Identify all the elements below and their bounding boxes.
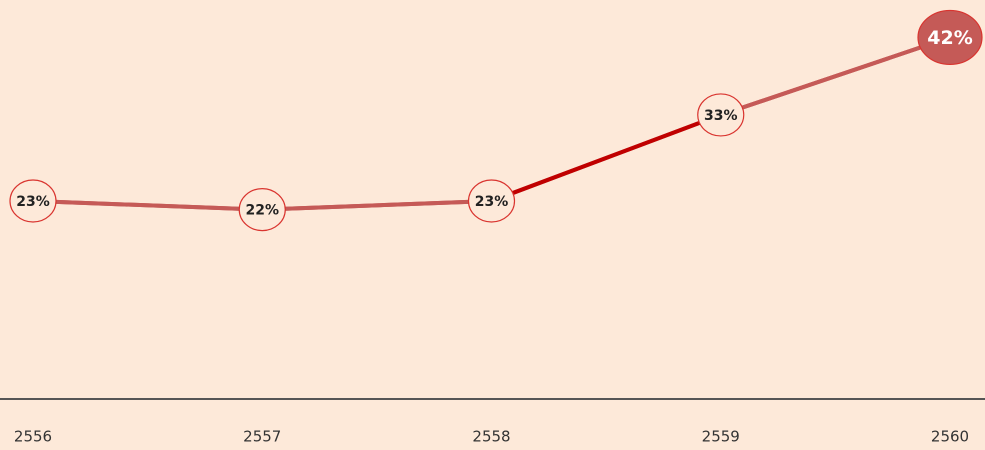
line-segment xyxy=(490,113,722,203)
data-label: 23% xyxy=(16,194,50,210)
x-tick-label: 2558 xyxy=(472,428,510,446)
data-label: 22% xyxy=(245,203,279,219)
data-label: 42% xyxy=(927,27,972,49)
x-tick-label: 2557 xyxy=(243,428,281,446)
line-segment xyxy=(262,199,492,212)
data-label: 33% xyxy=(704,108,738,124)
x-tick-label: 2559 xyxy=(702,428,740,446)
marker xyxy=(917,9,983,66)
marker xyxy=(697,93,745,137)
marker xyxy=(467,179,516,223)
marker xyxy=(9,179,57,223)
x-tick-label: 2560 xyxy=(931,428,969,446)
marker xyxy=(238,188,286,232)
line-segment xyxy=(720,35,951,117)
x-tick-label: 2556 xyxy=(14,428,52,446)
line-segment xyxy=(32,199,263,212)
data-label: 23% xyxy=(475,194,509,210)
